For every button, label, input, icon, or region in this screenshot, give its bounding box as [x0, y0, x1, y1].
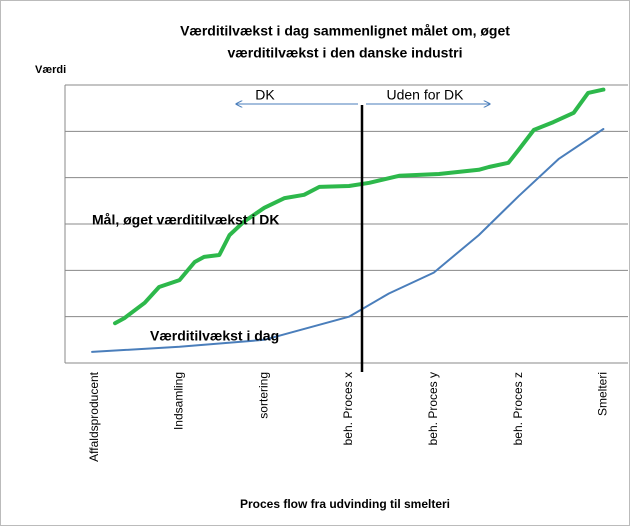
x-tick-label: Affaldsproducent [87, 371, 101, 462]
x-axis-label: Proces flow fra udvinding til smelteri [240, 497, 450, 511]
annotation: Værditilvækst i dag [150, 328, 279, 344]
plot-area: Affaldsproducent Indsamling sortering beh. … [65, 84, 628, 462]
y-axis-label: Værdi [35, 64, 66, 76]
x-tick-label: beh. Proces z [511, 372, 525, 445]
series-line [113, 87, 606, 326]
x-tick-label: sortering [256, 372, 270, 419]
x-tick-label: beh. Proces y [426, 372, 440, 445]
series-line [91, 128, 605, 353]
annotation: Mål, øget værditilvækst i DK [92, 212, 279, 228]
annotation: Uden for DK [386, 87, 464, 103]
chart-title: værditilvækst i den danske industri [228, 45, 463, 61]
annotation: DK [255, 87, 275, 103]
chart-title: Værditilvækst i dag sammenlignet målet o… [180, 23, 510, 39]
x-tick-label: Smelteri [596, 372, 610, 416]
x-tick-label: beh. Proces x [341, 372, 355, 445]
x-tick-label: Indsamling [172, 372, 186, 430]
